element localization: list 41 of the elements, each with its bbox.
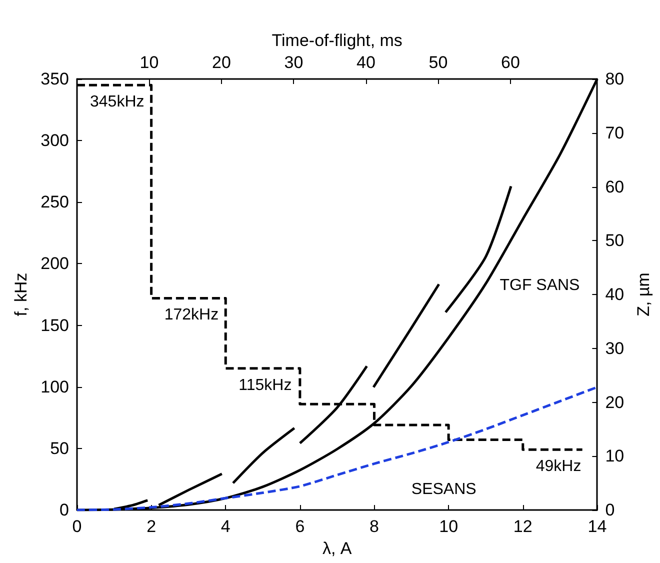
x2-tick-label: 40 bbox=[356, 53, 376, 72]
x-tick-label: 10 bbox=[439, 517, 458, 536]
y2-tick-label: 50 bbox=[605, 231, 624, 250]
y-axis-title: f, kHz bbox=[12, 272, 31, 316]
x2-tick-label: 50 bbox=[428, 53, 448, 72]
y2-axis-title: Z, µm bbox=[634, 272, 653, 316]
y2-tick-label: 40 bbox=[605, 285, 624, 304]
x2-tick-label: 60 bbox=[501, 53, 520, 72]
data-label: 115kHz bbox=[238, 376, 292, 394]
series-label: TGF SANS bbox=[500, 277, 580, 294]
y2-tick-label: 60 bbox=[605, 177, 624, 196]
y2-tick-label: 20 bbox=[605, 392, 624, 412]
y-tick-label: 200 bbox=[40, 254, 69, 274]
x2-axis-title: Time-of-flight, ms bbox=[272, 31, 402, 50]
x-tick-label: 12 bbox=[513, 517, 532, 536]
x2-tick-label: 30 bbox=[284, 53, 304, 72]
y2-tick-label: 30 bbox=[605, 338, 624, 358]
y-tick-label: 150 bbox=[40, 316, 69, 335]
y-tick-label: 250 bbox=[40, 192, 69, 212]
x-tick-label: 4 bbox=[220, 517, 230, 536]
x-tick-label: 2 bbox=[146, 517, 156, 536]
y-tick-label: 350 bbox=[40, 70, 69, 88]
y2-tick-label: 70 bbox=[605, 123, 624, 142]
x2-tick-label: 10 bbox=[140, 53, 159, 72]
y-tick-label: 50 bbox=[50, 438, 69, 458]
y-tick-label: 0 bbox=[60, 500, 69, 520]
y2-tick-label: 10 bbox=[605, 446, 624, 466]
x2-tick-label: 20 bbox=[212, 53, 231, 72]
y2-tick-label: 80 bbox=[605, 70, 624, 88]
x-tick-label: 14 bbox=[588, 517, 607, 536]
x-axis-title: λ, A bbox=[322, 539, 352, 558]
data-label: 345kHz bbox=[90, 94, 144, 111]
y2-tick-label: 0 bbox=[605, 500, 615, 520]
data-label: 172kHz bbox=[164, 306, 219, 324]
series-label: SESANS bbox=[411, 480, 476, 498]
y-tick-label: 100 bbox=[40, 377, 69, 396]
x-tick-label: 0 bbox=[72, 517, 82, 536]
data-label: 49kHz bbox=[536, 458, 582, 476]
y-tick-label: 300 bbox=[40, 131, 69, 150]
x-tick-label: 8 bbox=[370, 517, 379, 536]
x-tick-label: 6 bbox=[295, 517, 305, 536]
